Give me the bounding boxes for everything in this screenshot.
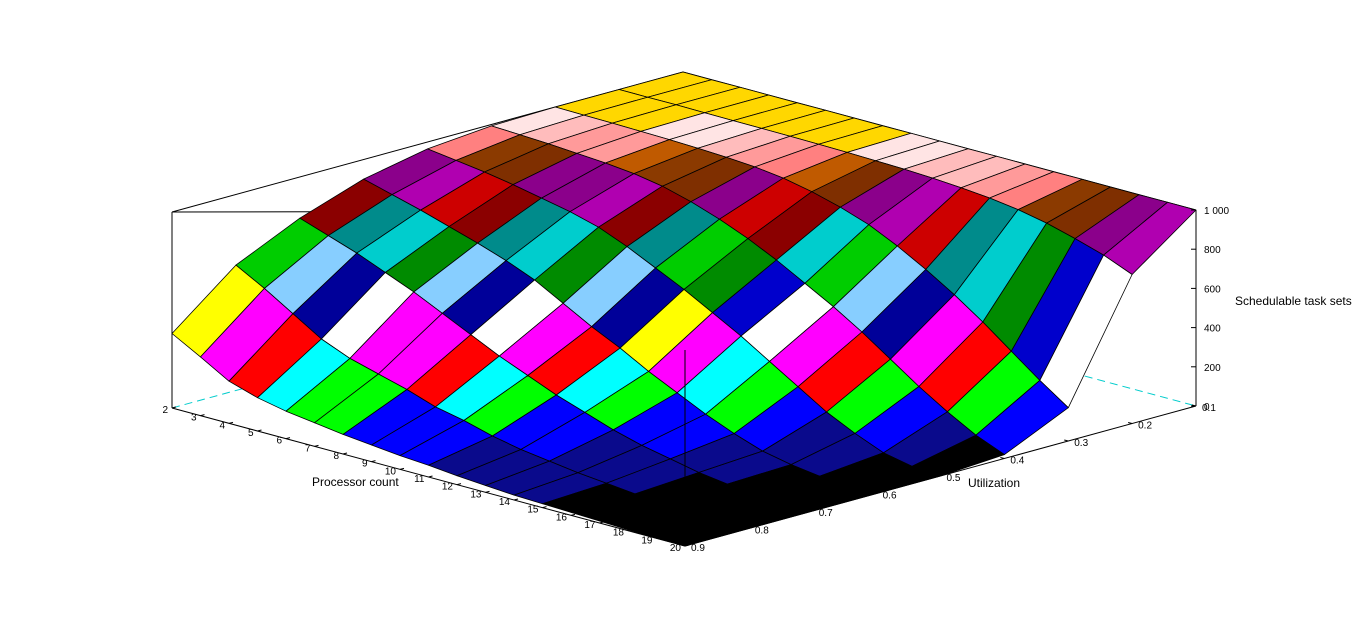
x-tick-mark xyxy=(513,498,519,501)
x-tick-mark xyxy=(599,521,604,524)
x-tick-label: 10 xyxy=(385,466,397,477)
x-tick-label: 13 xyxy=(470,489,482,500)
x-tick-mark xyxy=(485,490,490,493)
x-tick-label: 6 xyxy=(276,436,282,447)
x-tick-label: 4 xyxy=(219,420,225,431)
x-tick-mark xyxy=(656,536,661,539)
y-tick-label: 0.1 xyxy=(1202,403,1216,414)
x-tick-label: 20 xyxy=(670,543,682,554)
x-tick-mark xyxy=(684,544,690,547)
x-tick-label: 11 xyxy=(414,474,425,485)
y-tick-label: 0.7 xyxy=(819,508,833,519)
z-tick-label: 200 xyxy=(1204,363,1221,374)
y-tick-label: 0.8 xyxy=(755,526,769,537)
y-tick-mark xyxy=(1128,422,1133,424)
x-tick-label: 17 xyxy=(584,520,596,531)
x-tick-label: 18 xyxy=(613,528,625,539)
y-tick-mark xyxy=(936,474,941,477)
x-tick-mark xyxy=(428,475,433,478)
x-tick-label: 2 xyxy=(162,405,168,416)
y-tick-mark xyxy=(744,527,749,529)
x-tick-label: 7 xyxy=(305,443,311,454)
x-tick-mark xyxy=(171,406,177,409)
x-tick-label: 12 xyxy=(442,482,454,493)
x-tick-mark xyxy=(542,506,547,509)
y-tick-label: 0.3 xyxy=(1074,438,1088,449)
x-tick-mark xyxy=(285,437,291,440)
y-tick-mark xyxy=(1000,457,1005,459)
z-axis-label: Schedulable task sets xyxy=(1235,294,1352,308)
x-tick-label: 14 xyxy=(499,497,511,508)
x-tick-label: 9 xyxy=(362,459,368,470)
y-tick-label: 0.9 xyxy=(691,543,705,554)
z-tick-label: 600 xyxy=(1204,284,1221,295)
y-tick-label: 0.2 xyxy=(1138,421,1152,432)
surface-mesh xyxy=(171,71,1197,547)
x-tick-label: 3 xyxy=(191,413,197,424)
x-tick-mark xyxy=(399,467,405,470)
z-tick-label: 1 000 xyxy=(1204,206,1229,217)
x-tick-mark xyxy=(456,483,462,486)
x-tick-mark xyxy=(570,513,576,516)
y-tick-mark xyxy=(1064,439,1069,442)
x-tick-label: 19 xyxy=(641,535,653,546)
z-tick-label: 400 xyxy=(1204,324,1221,335)
x-tick-label: 16 xyxy=(556,512,568,523)
x-tick-mark xyxy=(627,529,633,532)
y-tick-label: 0.5 xyxy=(947,473,961,484)
y-tick-mark xyxy=(680,544,686,547)
y-tick-label: 0.6 xyxy=(883,491,897,502)
x-tick-mark xyxy=(371,460,376,463)
y-tick-mark xyxy=(808,509,813,512)
y-tick-label: 0.4 xyxy=(1010,456,1024,467)
x-tick-label: 5 xyxy=(248,428,254,439)
z-tick-label: 800 xyxy=(1204,245,1221,256)
y-axis-label: Utilization xyxy=(968,476,1020,490)
x-tick-mark xyxy=(314,444,319,447)
x-tick-mark xyxy=(200,414,205,417)
x-axis-label: Processor count xyxy=(312,475,399,489)
x-tick-label: 8 xyxy=(333,451,339,462)
axis-ticks: 2 3 4 5 6 7 8 9 10 11 12 13 14 15 16 17 18 19 20 0.9 0.8 0.7 0… xyxy=(162,206,1229,554)
y-tick-mark xyxy=(872,492,877,494)
z-tick-label: 0 xyxy=(1204,402,1210,413)
x-tick-mark xyxy=(257,429,262,432)
x-tick-mark xyxy=(228,421,234,424)
x-tick-label: 15 xyxy=(527,505,539,516)
x-tick-mark xyxy=(342,452,348,455)
